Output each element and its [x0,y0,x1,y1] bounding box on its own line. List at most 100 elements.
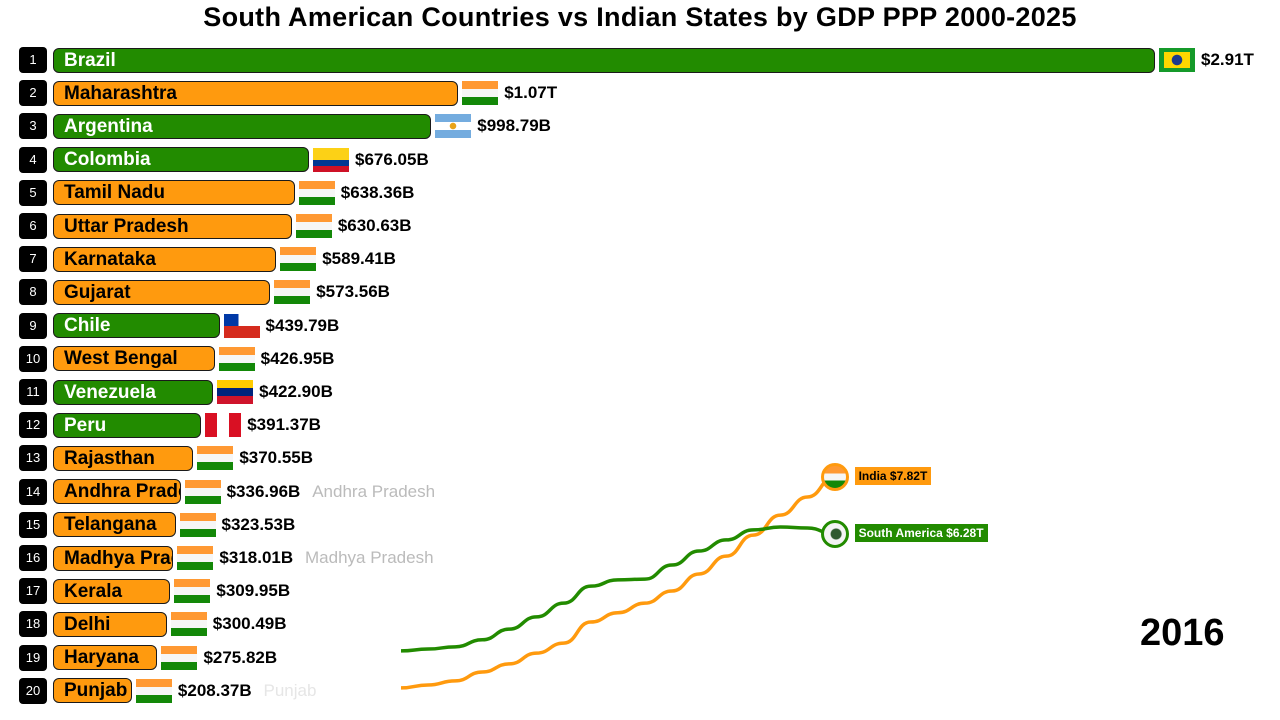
rank-badge: 9 [19,312,47,339]
bar-name: Venezuela [64,381,156,403]
rank-badge: 14 [19,478,47,505]
bar-name: Madhya Pradesh [64,547,172,569]
india-flag-icon [177,546,214,570]
india-flag-icon [280,247,317,272]
bar-value: $370.55B [239,448,314,468]
india-flag-icon [170,612,207,637]
year-label: 2016 [1140,612,1225,654]
bar-value: $426.95B [260,348,335,368]
bar-value: $336.96B [226,481,301,501]
india-flag-icon [174,579,211,604]
bar-value: $208.37B [177,680,252,700]
bar-name: Rajasthan [64,447,155,469]
bar-value: $638.36B [340,182,415,202]
rank-badge: 7 [19,246,47,273]
bar-name: West Bengal [64,348,178,370]
india-flag-icon [295,214,332,238]
bar-value: $630.63B [337,216,412,235]
bar-kerala: Kerala [53,578,171,604]
series-line-india [400,475,835,690]
bar-andhra-pradesh: Andhra Pradesh [53,479,181,505]
bar-venezuela: Venezuela [53,379,214,405]
series-label: South America $6.28T [854,523,988,542]
rank-badge: 3 [19,113,47,140]
india-flag-icon [298,180,335,205]
peru-flag-icon [205,413,242,438]
bar-name: Delhi [64,613,111,635]
bar-punjab: Punjab [53,678,132,704]
bar-name: Punjab [64,680,128,702]
india-flag-icon [161,645,198,670]
rank-badge: 1 [19,47,47,73]
bar-name: Kerala [64,580,123,602]
bar-value: $422.90B [259,382,333,401]
rank-badge: 15 [19,511,47,538]
bar-value: $1.07T [504,83,558,103]
bar-tamil-nadu: Tamil Nadu [53,180,295,206]
india-flag-icon [274,280,311,305]
bar-peru: Peru [53,412,202,438]
bar-name: Argentina [64,115,153,137]
india-flag-icon [179,512,216,537]
bar-maharashtra: Maharashtra [53,80,459,106]
bar-madhya-pradesh: Madhya Pradesh [53,545,174,571]
rank-badge: 11 [19,379,47,405]
bar-name: Telangana [64,514,157,536]
ghost-label: Andhra Pradesh [312,481,436,501]
bar-colombia: Colombia [53,147,310,173]
rank-badge: 4 [19,146,47,173]
bar-name: Gujarat [64,281,131,303]
bar-argentina: Argentina [53,113,432,139]
bar-value: $2.91T [1201,50,1254,69]
bar-karnataka: Karnataka [53,246,277,272]
argentina-flag-icon [435,114,472,139]
rank-badge: 13 [19,445,47,472]
rank-badge: 5 [19,179,47,206]
india-flag-icon [197,446,234,471]
brazil-flag-icon [1159,48,1196,72]
india-flag-icon [218,346,255,371]
rank-badge: 12 [19,412,47,439]
bar-name: Chile [64,315,111,337]
ghost-label: Punjab [263,680,317,700]
bar-west-bengal: West Bengal [53,346,215,372]
bar-value: $323.53B [221,514,296,534]
bar-telangana: Telangana [53,512,176,538]
bar-name: Andhra Pradesh [64,481,180,503]
bar-gujarat: Gujarat [53,279,271,305]
bar-value: $573.56B [316,282,390,302]
bar-name: Maharashtra [64,82,177,104]
india-flag-icon [820,463,849,491]
bar-value: $300.49B [212,614,287,634]
bar-delhi: Delhi [53,611,167,637]
bar-name: Brazil [64,49,116,71]
ghost-label: Madhya Pradesh [305,548,434,567]
bar-value: $676.05B [355,149,429,169]
bar-name: Uttar Pradesh [64,215,189,237]
rank-badge: 20 [19,677,47,704]
bar-chile: Chile [53,313,220,339]
bar-name: Tamil Nadu [64,182,165,204]
bar-name: Karnataka [64,248,156,270]
india-flag-icon [462,81,499,106]
bar-uttar-pradesh: Uttar Pradesh [53,213,292,239]
series-line-south-america [400,525,835,653]
india-flag-icon [184,479,221,504]
bar-value: $309.95B [216,581,291,601]
bar-name: Colombia [64,149,151,171]
chart-title: South American Countries vs Indian State… [203,2,1077,32]
rank-badge: 6 [19,213,47,239]
series-label: India $7.82T [854,467,932,485]
rank-badge: 2 [19,80,47,107]
bar-value: $318.01B [219,548,294,567]
rank-badge: 10 [19,345,47,372]
south-america-globe-icon [820,519,849,548]
rank-badge: 16 [19,545,47,571]
bar-brazil: Brazil [53,47,1156,73]
india-flag-icon [135,678,172,703]
bar-value: $998.79B [477,116,551,136]
bar-value: $589.41B [322,249,396,269]
bar-value: $439.79B [265,315,340,335]
chile-flag-icon [223,313,260,338]
bar-haryana: Haryana [53,645,158,671]
